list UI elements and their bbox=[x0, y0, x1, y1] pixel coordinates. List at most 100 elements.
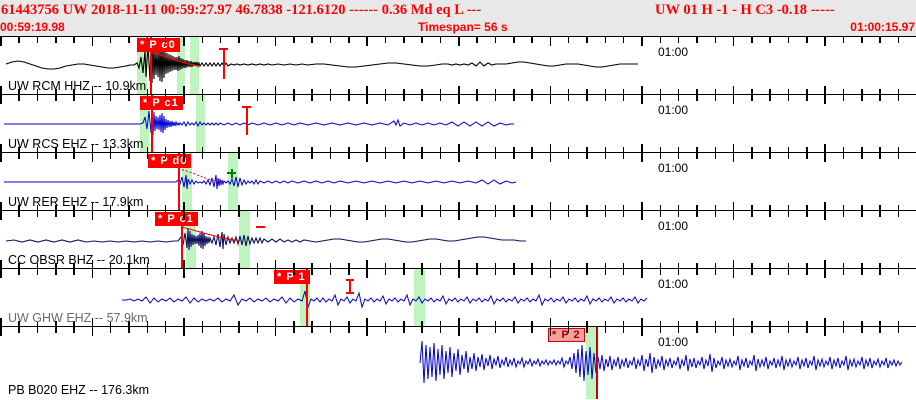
trace-panel-rer[interactable]: * P d0 01:00 UW RER EHZ -- 17.9km bbox=[0, 152, 916, 212]
axis-tick bbox=[586, 205, 588, 211]
axis-tick bbox=[622, 269, 625, 275]
axis-tick bbox=[897, 147, 900, 153]
axis-tick bbox=[146, 89, 149, 95]
axis-tick bbox=[458, 144, 460, 153]
axis-tick bbox=[201, 147, 203, 153]
axis-tick bbox=[36, 327, 39, 333]
axis-tick bbox=[164, 327, 167, 333]
axis-tick bbox=[897, 205, 900, 211]
axis-tick bbox=[219, 211, 222, 217]
axis-tick bbox=[0, 86, 2, 95]
phase-pick-label[interactable]: * P c1 bbox=[140, 96, 183, 110]
axis-tick bbox=[274, 269, 277, 278]
trace-panel-rcm[interactable]: * P c0 01:00 UW RCM HHZ -- 10.9km bbox=[0, 36, 916, 96]
axis-tick bbox=[531, 321, 533, 327]
axis-tick bbox=[311, 153, 313, 159]
axis-tick bbox=[201, 153, 203, 159]
axis-tick bbox=[384, 89, 387, 95]
phase-pick-label[interactable]: * P 2 bbox=[548, 328, 585, 342]
axis-tick bbox=[696, 95, 698, 101]
axis-tick bbox=[494, 95, 497, 101]
axis-tick bbox=[329, 269, 332, 275]
axis-tick bbox=[677, 263, 680, 269]
axis-tick bbox=[55, 263, 57, 269]
axis-tick bbox=[109, 205, 112, 211]
axis-tick bbox=[732, 153, 735, 162]
axis-tick bbox=[861, 269, 863, 275]
phase-pick-line[interactable] bbox=[150, 37, 152, 95]
axis-tick bbox=[293, 37, 295, 43]
axis-tick bbox=[641, 269, 643, 278]
axis-tick bbox=[787, 269, 790, 275]
axis-tick bbox=[677, 95, 680, 101]
phase-pick-line[interactable] bbox=[306, 269, 308, 327]
phase-pick-label[interactable]: * P d0 bbox=[148, 154, 192, 168]
axis-tick bbox=[366, 202, 368, 211]
axis-tick bbox=[861, 205, 863, 211]
axis-tick bbox=[439, 153, 442, 159]
axis-tick bbox=[879, 153, 881, 159]
axis-tick bbox=[567, 263, 570, 269]
axis-tick bbox=[91, 260, 94, 269]
axis-tick bbox=[293, 211, 295, 217]
trace-panel-rcs[interactable]: * P c1 01:00 UW RCS EHZ -- 13.3km bbox=[0, 94, 916, 154]
axis-tick bbox=[91, 318, 94, 327]
axis-tick bbox=[73, 263, 75, 269]
axis-tick bbox=[842, 211, 845, 217]
phase-pick-line[interactable] bbox=[151, 95, 153, 153]
axis-tick bbox=[274, 144, 277, 153]
event-solution-text: UW 01 H -1 - H C3 -0.18 ----- bbox=[655, 2, 835, 18]
axis-tick bbox=[769, 205, 771, 211]
amplitude-marker-cap bbox=[346, 279, 354, 281]
axis-tick bbox=[55, 327, 57, 333]
axis-tick bbox=[567, 327, 570, 333]
axis-tick bbox=[458, 318, 460, 327]
axis-tick bbox=[714, 327, 716, 333]
axis-tick bbox=[842, 147, 845, 153]
amplitude-marker bbox=[223, 49, 225, 79]
axis-tick bbox=[714, 153, 716, 159]
trace-panel-b020[interactable]: * P 2 01:00 PB B020 EHZ -- 176.3km bbox=[0, 326, 916, 399]
trace-panel-obsr[interactable]: * P c1 01:00 CC OBSR BHZ -- 20.1km bbox=[0, 210, 916, 270]
axis-tick bbox=[128, 263, 130, 269]
axis-tick bbox=[73, 269, 75, 275]
axis-tick bbox=[403, 321, 405, 327]
axis-tick bbox=[476, 89, 478, 95]
axis-tick bbox=[91, 202, 94, 211]
axis-tick bbox=[787, 263, 790, 269]
axis-tick bbox=[366, 211, 368, 220]
phase-pick-line[interactable] bbox=[596, 327, 598, 399]
phase-pick-label[interactable]: * P 1 bbox=[274, 270, 310, 284]
axis-tick bbox=[549, 318, 552, 327]
axis-tick bbox=[531, 37, 533, 43]
axis-tick bbox=[879, 37, 881, 43]
phase-pick-line[interactable] bbox=[181, 211, 183, 269]
axis-tick bbox=[641, 202, 643, 211]
axis-tick bbox=[366, 144, 368, 153]
axis-tick bbox=[641, 86, 643, 95]
axis-tick bbox=[567, 153, 570, 159]
axis-tick bbox=[421, 153, 423, 159]
axis-tick bbox=[622, 95, 625, 101]
trace-panel-ghw[interactable]: * P 1 01:00 UW GHW EHZ -- 57.9km bbox=[0, 268, 916, 328]
axis-tick bbox=[714, 95, 716, 101]
axis-tick bbox=[146, 37, 149, 43]
axis-tick bbox=[73, 211, 75, 217]
axis-tick bbox=[293, 89, 295, 95]
phase-pick-line[interactable] bbox=[178, 153, 180, 211]
axis-tick bbox=[18, 263, 20, 269]
axis-tick bbox=[329, 147, 332, 153]
axis-tick bbox=[36, 205, 39, 211]
axis-tick bbox=[677, 269, 680, 275]
axis-tick bbox=[806, 327, 808, 333]
axis-tick bbox=[403, 89, 405, 95]
axis-tick bbox=[293, 95, 295, 101]
axis-tick bbox=[36, 321, 39, 327]
axis-tick bbox=[861, 263, 863, 269]
axis-tick bbox=[256, 321, 258, 327]
axis-tick bbox=[18, 205, 20, 211]
axis-tick bbox=[567, 37, 570, 43]
axis-tick bbox=[769, 153, 771, 159]
axis-tick bbox=[531, 205, 533, 211]
axis-tick bbox=[751, 327, 753, 333]
